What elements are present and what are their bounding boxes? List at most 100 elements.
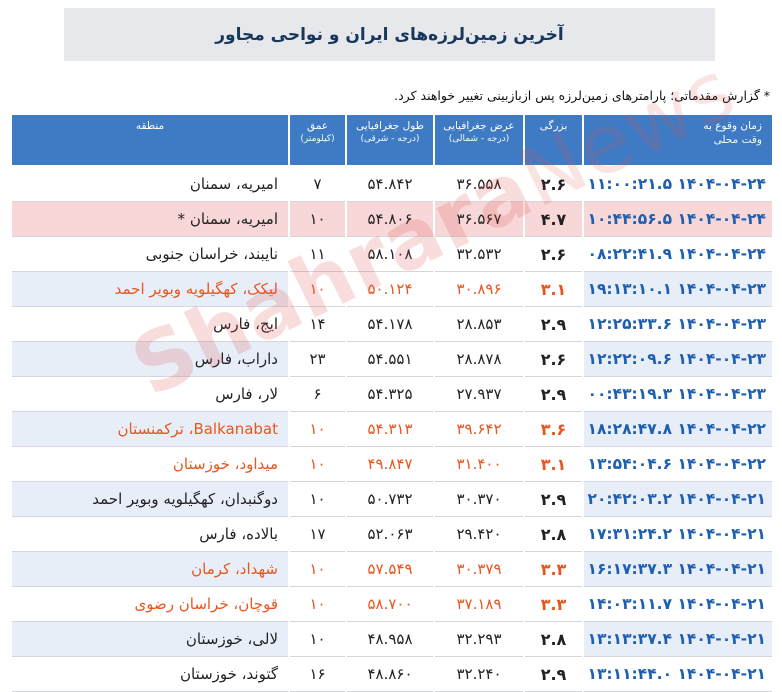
table-row: ۱۴۰۴-۰۴-۲۴ ۱۰:۴۴:۵۶.۵ ۴.۷ ۳۶.۵۶۷ ۵۴.۸۰۶ ۱۰ ام… [12,202,772,237]
magnitude-cell: ۲.۸ [525,517,582,552]
time-cell: ۱۴۰۴-۰۴-۲۱ ۱۳:۱۱:۴۴.۰ [584,657,772,692]
table-row: ۱۴۰۴-۰۴-۲۳ ۱۲:۲۲:۰۹.۶ ۲.۶ ۲۸.۸۷۸ ۵۴.۵۵۱ ۲۳ دا… [12,342,772,377]
magnitude-cell: ۲.۹ [525,377,582,412]
magnitude-cell: ۲.۸ [525,622,582,657]
depth-cell: ۶ [290,377,345,412]
time-cell: ۱۴۰۴-۰۴-۲۳ ۱۲:۲۲:۰۹.۶ [584,342,772,377]
time-cell: ۱۴۰۴-۰۴-۲۱ ۲۰:۴۲:۰۳.۲ [584,482,772,517]
longitude-cell: ۵۸.۷۰۰ [347,587,433,622]
latitude-cell: ۳۲.۲۹۳ [435,622,523,657]
depth-cell: ۱۰ [290,587,345,622]
header-region: منطقه [12,115,288,167]
magnitude-cell: ۳.۳ [525,552,582,587]
magnitude-cell: ۲.۹ [525,307,582,342]
earthquake-table: زمان وقوع به وقت محلی بزرگی عرض جغرافیای… [10,115,774,692]
magnitude-cell: ۴.۷ [525,202,582,237]
time-cell: ۱۴۰۴-۰۴-۲۱ ۱۶:۱۷:۳۷.۳ [584,552,772,587]
table-row: ۱۴۰۴-۰۴-۲۱ ۱۷:۳۱:۲۴.۲ ۲.۸ ۲۹.۴۲۰ ۵۲.۰۶۳ ۱۷ با… [12,517,772,552]
table-row: ۱۴۰۴-۰۴-۲۱ ۱۳:۱۳:۳۷.۴ ۲.۸ ۳۲.۲۹۳ ۴۸.۹۵۸ ۱۰ لا… [12,622,772,657]
depth-cell: ۱۰ [290,202,345,237]
depth-cell: ۱۰ [290,447,345,482]
longitude-cell: ۵۴.۱۷۸ [347,307,433,342]
time-cell: ۱۴۰۴-۰۴-۲۲ ۱۸:۲۸:۴۷.۸ [584,412,772,447]
latitude-cell: ۲۷.۹۳۷ [435,377,523,412]
table-row: ۱۴۰۴-۰۴-۲۱ ۱۴:۰۳:۱۱.۷ ۳.۳ ۳۷.۱۸۹ ۵۸.۷۰۰ ۱۰ قو… [12,587,772,622]
depth-cell: ۱۰ [290,272,345,307]
time-cell: ۱۴۰۴-۰۴-۲۱ ۱۳:۱۳:۳۷.۴ [584,622,772,657]
table-row: ۱۴۰۴-۰۴-۲۱ ۱۳:۱۱:۴۴.۰ ۲.۹ ۳۲.۲۴۰ ۴۸.۸۶۰ ۱۶ گت… [12,657,772,692]
longitude-cell: ۵۴.۳۱۳ [347,412,433,447]
latitude-cell: ۲۹.۴۲۰ [435,517,523,552]
time-cell: ۱۴۰۴-۰۴-۲۳ ۱۲:۲۵:۳۳.۶ [584,307,772,342]
longitude-cell: ۵۰.۷۳۲ [347,482,433,517]
time-cell: ۱۴۰۴-۰۴-۲۱ ۱۷:۳۱:۲۴.۲ [584,517,772,552]
header-latitude: عرض جغرافیایی (درجه - شمالی) [435,115,523,167]
header-time: زمان وقوع به وقت محلی [584,115,772,167]
region-cell: میداود، خوزستان [12,447,288,482]
longitude-cell: ۵۴.۸۰۶ [347,202,433,237]
time-cell: ۱۴۰۴-۰۴-۲۲ ۱۳:۵۴:۰۴.۶ [584,447,772,482]
depth-cell: ۱۱ [290,237,345,272]
depth-cell: ۱۰ [290,622,345,657]
time-cell: ۱۴۰۴-۰۴-۲۱ ۱۴:۰۳:۱۱.۷ [584,587,772,622]
longitude-cell: ۵۴.۳۲۵ [347,377,433,412]
latitude-cell: ۳۰.۳۷۰ [435,482,523,517]
title-banner: آخرین زمین‌لرزه‌های ایران و نواحی مجاور [64,8,715,61]
preliminary-report-note: * گزارش مقدماتی؛ پارامترهای زمین‌لرزه پس… [394,88,770,103]
table-row: ۱۴۰۴-۰۴-۲۳ ۱۹:۱۳:۱۰.۱ ۳.۱ ۳۰.۸۹۶ ۵۰.۱۲۴ ۱۰ لی… [12,272,772,307]
longitude-cell: ۵۴.۵۵۱ [347,342,433,377]
depth-cell: ۲۳ [290,342,345,377]
longitude-cell: ۵۸.۱۰۸ [347,237,433,272]
latitude-cell: ۲۸.۸۵۳ [435,307,523,342]
magnitude-cell: ۲.۶ [525,342,582,377]
region-cell: لیکک، کهگیلویه وبویر احمد [12,272,288,307]
region-cell: لالی، خوزستان [12,622,288,657]
magnitude-cell: ۳.۳ [525,587,582,622]
longitude-cell: ۵۴.۸۴۲ [347,167,433,202]
depth-cell: ۱۶ [290,657,345,692]
table-header-row: زمان وقوع به وقت محلی بزرگی عرض جغرافیای… [12,115,772,167]
table-row: ۱۴۰۴-۰۴-۲۱ ۱۶:۱۷:۳۷.۳ ۳.۳ ۳۰.۳۷۹ ۵۷.۵۴۹ ۱۰ شه… [12,552,772,587]
table-row: ۱۴۰۴-۰۴-۲۳ ۰۰:۴۳:۱۹.۳ ۲.۹ ۲۷.۹۳۷ ۵۴.۳۲۵ ۶ لار… [12,377,772,412]
magnitude-cell: ۲.۶ [525,237,582,272]
magnitude-cell: ۳.۱ [525,447,582,482]
table-row: ۱۴۰۴-۰۴-۲۱ ۲۰:۴۲:۰۳.۲ ۲.۹ ۳۰.۳۷۰ ۵۰.۷۳۲ ۱۰ دو… [12,482,772,517]
latitude-cell: ۳۰.۸۹۶ [435,272,523,307]
table-row: ۱۴۰۴-۰۴-۲۴ ۰۸:۲۲:۴۱.۹ ۲.۶ ۳۲.۵۳۲ ۵۸.۱۰۸ ۱۱ نا… [12,237,772,272]
time-cell: ۱۴۰۴-۰۴-۲۴ ۱۱:۰۰:۲۱.۵ [584,167,772,202]
time-cell: ۱۴۰۴-۰۴-۲۳ ۱۹:۱۳:۱۰.۱ [584,272,772,307]
depth-cell: ۱۰ [290,552,345,587]
depth-cell: ۱۴ [290,307,345,342]
longitude-cell: ۵۲.۰۶۳ [347,517,433,552]
region-cell: لار، فارس [12,377,288,412]
longitude-cell: ۴۸.۹۵۸ [347,622,433,657]
depth-cell: ۱۰ [290,412,345,447]
latitude-cell: ۳۷.۱۸۹ [435,587,523,622]
region-cell: قوچان، خراسان رضوی [12,587,288,622]
time-cell: ۱۴۰۴-۰۴-۲۴ ۰۸:۲۲:۴۱.۹ [584,237,772,272]
longitude-cell: ۴۸.۸۶۰ [347,657,433,692]
magnitude-cell: ۲.۹ [525,657,582,692]
region-cell: گتوند، خوزستان [12,657,288,692]
latitude-cell: ۳۰.۳۷۹ [435,552,523,587]
time-cell: ۱۴۰۴-۰۴-۲۳ ۰۰:۴۳:۱۹.۳ [584,377,772,412]
region-cell: داراب، فارس [12,342,288,377]
depth-cell: ۷ [290,167,345,202]
latitude-cell: ۳۲.۲۴۰ [435,657,523,692]
magnitude-cell: ۲.۶ [525,167,582,202]
header-magnitude: بزرگی [525,115,582,167]
time-cell: ۱۴۰۴-۰۴-۲۴ ۱۰:۴۴:۵۶.۵ [584,202,772,237]
table-row: ۱۴۰۴-۰۴-۲۳ ۱۲:۲۵:۳۳.۶ ۲.۹ ۲۸.۸۵۳ ۵۴.۱۷۸ ۱۴ ای… [12,307,772,342]
magnitude-cell: ۳.۶ [525,412,582,447]
magnitude-cell: ۳.۱ [525,272,582,307]
header-depth: عمق (کیلومتر) [290,115,345,167]
region-cell: امیریه، سمنان * [12,202,288,237]
latitude-cell: ۳۹.۶۴۲ [435,412,523,447]
latitude-cell: ۳۱.۴۰۰ [435,447,523,482]
depth-cell: ۱۰ [290,482,345,517]
region-cell: امیریه، سمنان [12,167,288,202]
table-row: ۱۴۰۴-۰۴-۲۴ ۱۱:۰۰:۲۱.۵ ۲.۶ ۳۶.۵۵۸ ۵۴.۸۴۲ ۷ امی… [12,167,772,202]
longitude-cell: ۵۷.۵۴۹ [347,552,433,587]
region-cell: دوگنبدان، کهگیلویه وبویر احمد [12,482,288,517]
latitude-cell: ۳۶.۵۶۷ [435,202,523,237]
